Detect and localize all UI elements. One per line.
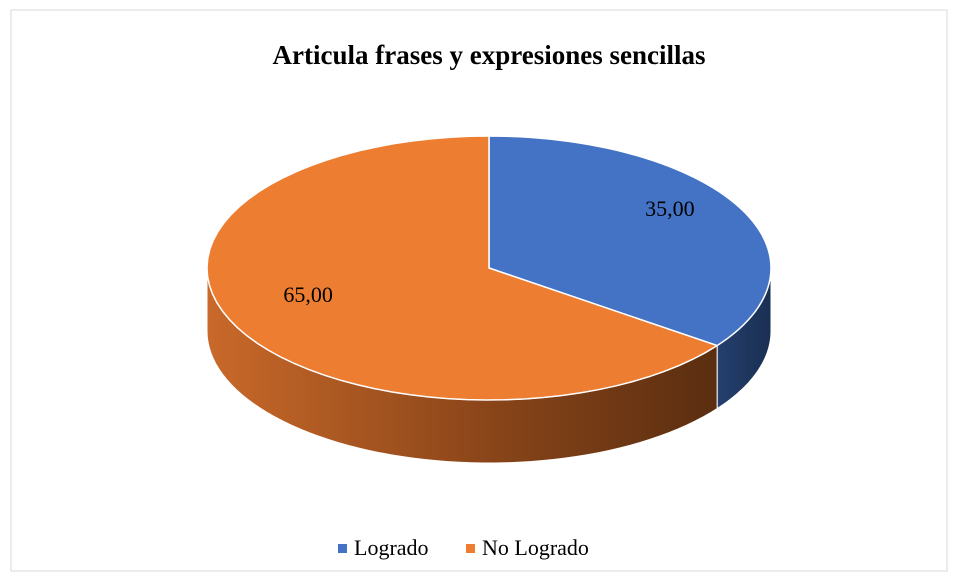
- data-label: 35,00: [645, 196, 695, 221]
- chart-title: Articula frases y expresiones sencillas: [273, 40, 706, 70]
- legend-label: Logrado: [354, 535, 429, 560]
- pie-slice: [206, 135, 719, 401]
- pie-slice: [488, 135, 772, 347]
- legend-swatch: [338, 544, 347, 553]
- legend-label: No Logrado: [482, 535, 589, 560]
- legend-swatch: [466, 544, 475, 553]
- data-label: 65,00: [283, 282, 333, 307]
